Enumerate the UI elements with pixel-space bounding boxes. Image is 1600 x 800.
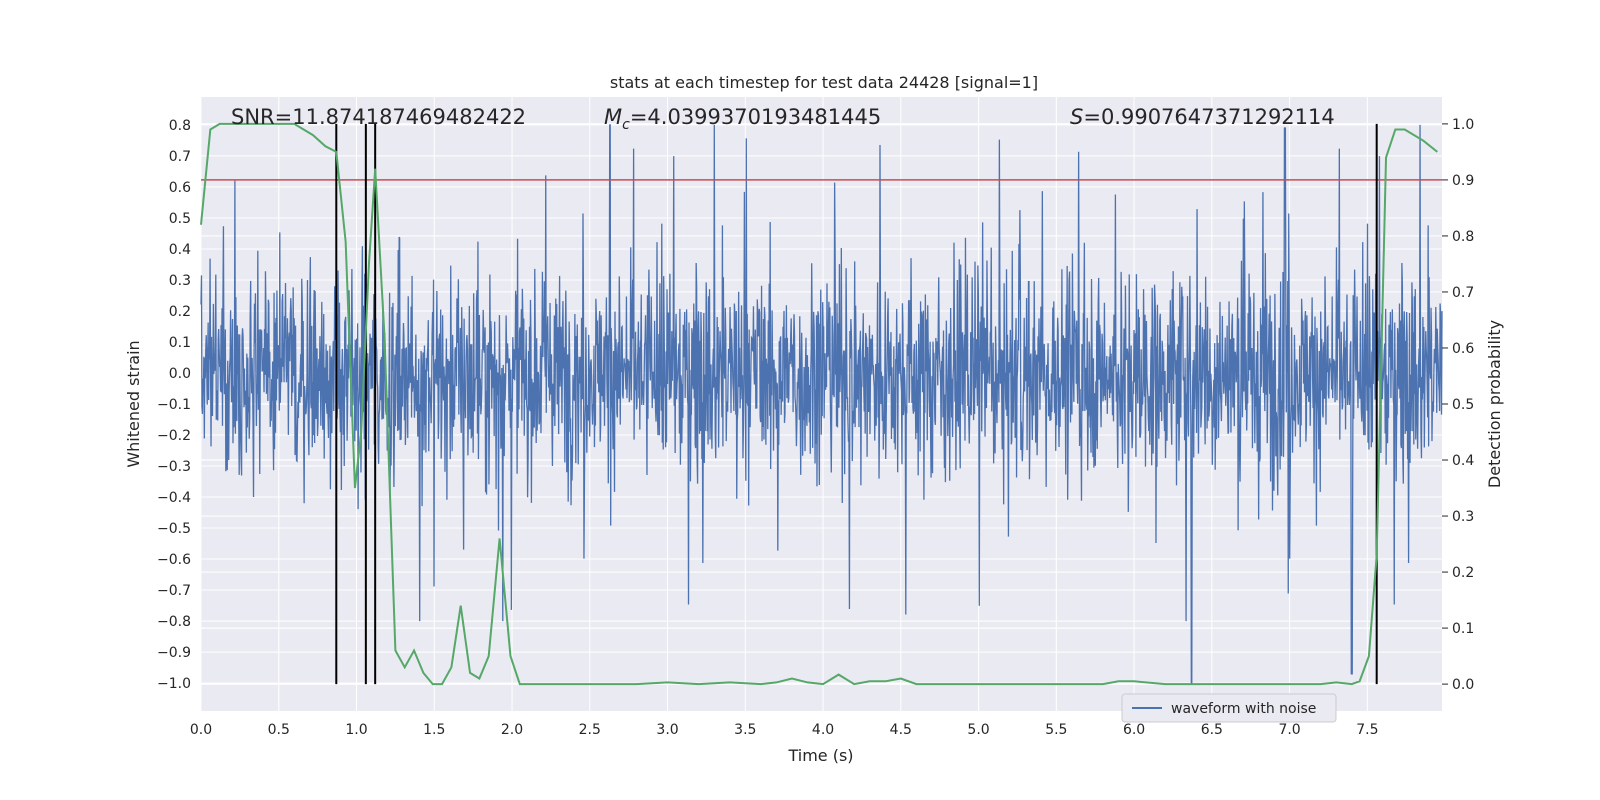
waveform-series <box>200 124 1443 684</box>
y-tick-label: 0.7 <box>169 149 191 165</box>
chart-title: stats at each timestep for test data 244… <box>610 73 1038 92</box>
y-tick-label: 0.3 <box>169 273 191 289</box>
x-tick-label: 2.0 <box>501 722 523 738</box>
y2-tick-label: 0.3 <box>1452 509 1474 525</box>
x-axis-label: Time (s) <box>787 746 853 765</box>
x-tick-label: 3.0 <box>656 722 678 738</box>
gridlines <box>200 97 1442 711</box>
y-tick-label: 0.5 <box>169 211 191 227</box>
x-tick-label: 6.5 <box>1201 722 1223 738</box>
chirp-mass-annotation: Mc=4.0399370193481445 <box>604 105 881 133</box>
waveform-line <box>200 124 1443 684</box>
plot-area <box>200 97 1443 711</box>
chirp-mass-subscript: c <box>622 117 630 133</box>
y2-tick-label: 0.2 <box>1452 565 1474 581</box>
x-tick-label: 3.5 <box>734 722 756 738</box>
x-tick-label: 5.5 <box>1045 722 1067 738</box>
legend: waveform with noise <box>1121 693 1337 723</box>
y2-tick-label: 0.0 <box>1452 677 1474 693</box>
y-tick-label: −1.0 <box>157 676 191 692</box>
y-tick-label: 0.1 <box>169 335 191 351</box>
y-tick-label: −0.9 <box>157 645 191 661</box>
y-tick-label: 0.2 <box>169 304 191 320</box>
snr-annotation: SNR=11.874187469482422 <box>231 105 526 129</box>
y-tick-label: −0.3 <box>157 459 191 475</box>
x-tick-label: 0.5 <box>268 722 290 738</box>
s-value: =0.9907647371292114 <box>1083 105 1334 129</box>
y-tick-label: 0.6 <box>169 180 191 196</box>
y-axis-right: 1.0 0.9 0.8 0.7 0.6 0.5 0.4 0.3 0.2 0.1 0.0 <box>1442 117 1474 693</box>
y-tick-label: −0.8 <box>157 614 191 630</box>
y-tick-label: 0.4 <box>169 242 191 258</box>
y-tick-label: −0.7 <box>157 583 191 599</box>
s-annotation: S=0.9907647371292114 <box>1070 105 1335 129</box>
y-tick-label: −0.6 <box>157 552 191 568</box>
overlay-lines <box>200 122 1442 686</box>
chirp-mass-symbol: M <box>604 105 622 129</box>
x-tick-label: 5.0 <box>967 722 989 738</box>
y2-tick-label: 0.6 <box>1452 341 1474 357</box>
y-tick-label: −0.2 <box>157 428 191 444</box>
y-axis-left: 0.8 0.7 0.6 0.5 0.4 0.3 0.2 0.1 0.0 −0.1 −0.2 −0.3 −… <box>157 118 191 692</box>
x-tick-label: 4.5 <box>890 722 912 738</box>
x-axis: 0.0 0.5 1.0 1.5 2.0 2.5 3.0 3.5 4.0 4.5 5.0 5.5 6.0 6… <box>190 722 1379 738</box>
x-tick-label: 2.5 <box>579 722 601 738</box>
legend-label: waveform with noise <box>1171 701 1316 717</box>
y2-tick-label: 0.1 <box>1452 621 1474 637</box>
y2-tick-label: 0.8 <box>1452 229 1474 245</box>
y2-tick-label: 0.7 <box>1452 285 1474 301</box>
y-axis-label: Whitened strain <box>124 340 143 467</box>
y2-tick-label: 0.9 <box>1452 173 1474 189</box>
y2-tick-label: 1.0 <box>1452 117 1474 133</box>
y-tick-label: 0.8 <box>169 118 191 134</box>
y-tick-label: −0.1 <box>157 397 191 413</box>
y2-tick-label: 0.4 <box>1452 453 1474 469</box>
chirp-mass-value: =4.0399370193481445 <box>630 105 881 129</box>
x-tick-label: 0.0 <box>190 722 212 738</box>
x-tick-label: 7.0 <box>1278 722 1300 738</box>
legend-box <box>1121 693 1337 723</box>
x-tick-label: 6.0 <box>1123 722 1145 738</box>
x-tick-label: 1.0 <box>345 722 367 738</box>
x-tick-label: 1.5 <box>423 722 445 738</box>
x-tick-label: 7.5 <box>1356 722 1378 738</box>
detection-probability-line <box>200 122 1438 686</box>
y-tick-label: 0.0 <box>169 366 191 382</box>
x-tick-label: 4.0 <box>812 722 834 738</box>
y2-tick-label: 0.5 <box>1452 397 1474 413</box>
y2-axis-label: Detection probability <box>1485 320 1504 488</box>
y-tick-label: −0.5 <box>157 521 191 537</box>
y-tick-label: −0.4 <box>157 490 191 506</box>
s-symbol: S <box>1070 105 1083 129</box>
